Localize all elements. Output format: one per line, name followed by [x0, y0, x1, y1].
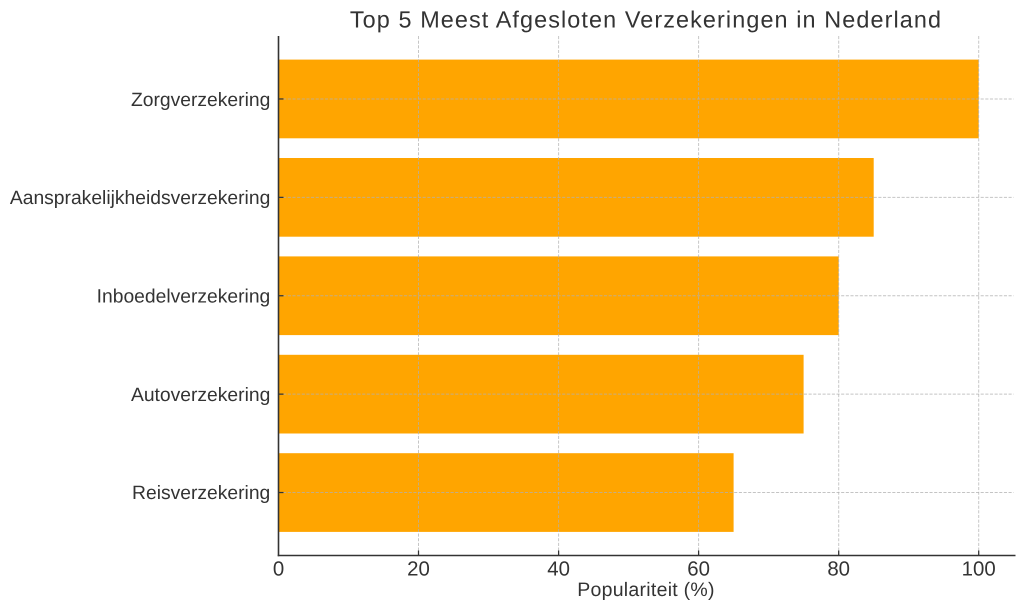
svg-text:Zorgverzekering: Zorgverzekering — [131, 90, 270, 111]
svg-text:0: 0 — [273, 558, 284, 580]
svg-text:100: 100 — [962, 558, 996, 580]
svg-text:40: 40 — [547, 558, 570, 580]
svg-text:Reisverzekering: Reisverzekering — [132, 483, 270, 504]
svg-text:60: 60 — [687, 558, 710, 580]
svg-text:80: 80 — [827, 558, 850, 580]
svg-text:Populariteit (%): Populariteit (%) — [577, 579, 715, 601]
svg-text:Aansprakelijkheidsverzekering: Aansprakelijkheidsverzekering — [10, 188, 270, 209]
svg-text:Autoverzekering: Autoverzekering — [131, 385, 270, 406]
svg-text:Top 5 Meest Afgesloten Verzeke: Top 5 Meest Afgesloten Verzekeringen in … — [350, 7, 942, 33]
svg-text:20: 20 — [407, 558, 430, 580]
svg-text:Inboedelverzekering: Inboedelverzekering — [97, 287, 271, 308]
